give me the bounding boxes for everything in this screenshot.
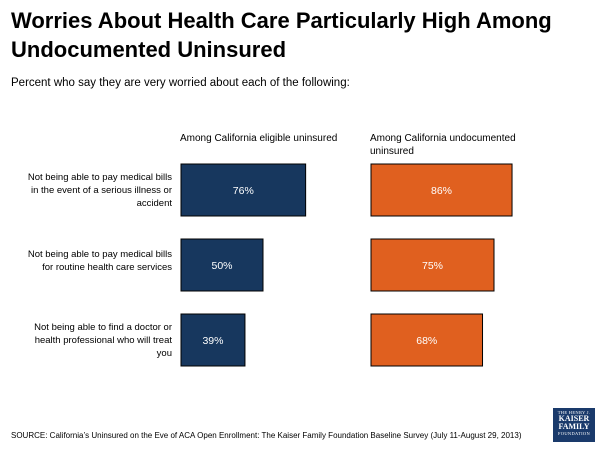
bar-eligible-0 [180,163,307,217]
data-label-undocumented-0: 86% [431,185,452,197]
panel-header-undocumented: Among California undocumented uninsured [370,133,516,157]
bar-undocumented-1 [370,238,495,292]
row-label-serious-illness: Not being able to pay medical bills in t… [27,172,172,209]
chart-title: Worries About Health Care Particularly H… [11,8,552,62]
row-label-routine-care: Not being able to pay medical bills for … [27,249,172,273]
bar-undocumented-0 [370,163,513,217]
data-label-eligible-2: 39% [202,335,223,347]
panel-header-eligible: Among California eligible uninsured [180,133,338,144]
chart-subtitle: Percent who say they are very worried ab… [11,77,350,89]
logo-line-4: FOUNDATION [558,431,590,436]
data-label-undocumented-1: 75% [422,260,443,272]
row-label-find-doctor: Not being able to find a doctor or healt… [34,322,172,359]
logo-line-1: THE HENRY J. [557,410,591,415]
kaiser-logo: THE HENRY J. KAISER FAMILY FOUNDATION [553,408,595,442]
data-label-eligible-0: 76% [233,185,254,197]
bar-undocumented-2 [370,313,484,367]
logo-line-2: KAISER [558,414,590,423]
source-note: SOURCE: California’s Uninsured on the Ev… [11,431,522,440]
bar-eligible-2 [180,313,246,367]
data-label-eligible-1: 50% [211,260,232,272]
data-label-undocumented-2: 68% [416,335,437,347]
logo-line-3: FAMILY [558,422,590,431]
bar-eligible-1 [180,238,264,292]
